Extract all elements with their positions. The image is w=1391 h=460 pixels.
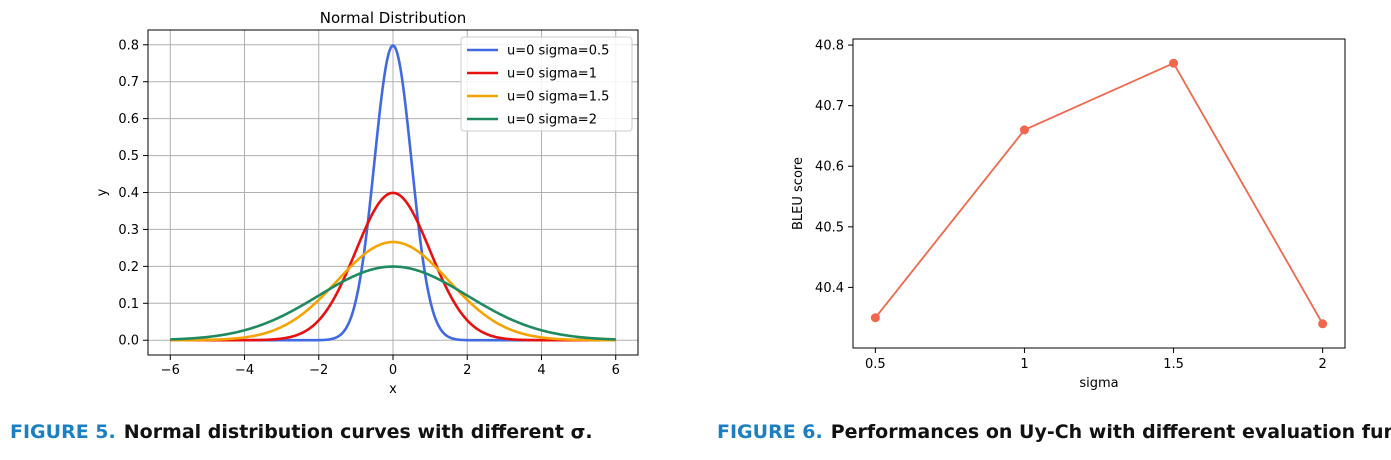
bleu-score-chart: 0.5 1 1.5 2 40.4 40.5 40.6 40.7 40.8 sigma BLEU sc… xyxy=(791,38,1346,391)
data-point xyxy=(870,313,880,323)
chart-title: Normal Distribution xyxy=(320,9,467,27)
y-tick-label: 0.4 xyxy=(118,186,139,201)
y-tick-label: 0.2 xyxy=(118,260,139,275)
series-line-sigma-2 xyxy=(170,265,616,341)
x-tick-label: −6 xyxy=(161,363,180,378)
x-tick-label: 0.5 xyxy=(865,357,886,372)
y-tick-label: 0.8 xyxy=(118,38,139,53)
x-tick-label: 2 xyxy=(1318,357,1326,372)
plot-frame xyxy=(852,38,1346,349)
data-point xyxy=(1169,58,1179,68)
series-line-sigma-1.5 xyxy=(170,240,616,342)
y-tick-label: 40.8 xyxy=(815,39,844,54)
figure-6-text: Performances on Uy-Ch with different eva… xyxy=(830,421,1391,443)
y-tick-label: 0.0 xyxy=(118,334,139,349)
x-tick-label: 2 xyxy=(463,363,471,378)
x-tick-label: 6 xyxy=(612,363,620,378)
x-tick-label: −2 xyxy=(309,363,328,378)
y-tick-label: 0.3 xyxy=(118,223,139,238)
bleu-series-line xyxy=(874,62,1324,325)
normal-distribution-chart: −6 −4 −2 0 2 4 6 0.0 0.1 0.2 0.3 0.4 0.5 0.6 0.7 0.8 Nor… xyxy=(95,9,639,397)
legend-box xyxy=(460,36,633,132)
figure-5-text: Normal distribution curves with differen… xyxy=(123,421,593,443)
data-point xyxy=(1019,125,1029,135)
series-line-sigma-1 xyxy=(170,191,616,342)
y-tick-label: 40.5 xyxy=(815,220,844,235)
x-axis-label: sigma xyxy=(1079,376,1118,391)
legend-label: u=0 sigma=1.5 xyxy=(507,90,609,105)
x-tick-label: −4 xyxy=(235,363,254,378)
y-tick-label: 40.7 xyxy=(815,99,844,114)
figure-5-caption: FIGURE 5. Normal distribution curves with… xyxy=(10,421,593,443)
data-point xyxy=(1318,319,1328,329)
x-tick-label: 4 xyxy=(537,363,545,378)
y-tick-label: 40.6 xyxy=(815,160,844,175)
y-tick-label: 40.4 xyxy=(815,281,844,296)
plot-frame xyxy=(147,29,639,356)
figure-canvas: −6 −4 −2 0 2 4 6 0.0 0.1 0.2 0.3 0.4 0.5 0.6 0.7 0.8 Nor… xyxy=(95,9,1346,397)
x-axis-label: x xyxy=(389,382,397,397)
figure-6-label: FIGURE 6. xyxy=(717,421,823,443)
y-tick-label: 0.6 xyxy=(118,112,139,127)
figure-5-label: FIGURE 5. xyxy=(10,421,116,443)
y-axis-label: BLEU score xyxy=(791,157,806,230)
x-tick-label: 0 xyxy=(389,363,397,378)
y-tick-label: 0.5 xyxy=(118,149,139,164)
x-tick-label: 1.5 xyxy=(1163,357,1184,372)
figure-6-caption: FIGURE 6. Performances on Uy-Ch with diff… xyxy=(717,421,1391,443)
y-tick-label: 0.7 xyxy=(118,75,139,90)
x-tick-label: 1 xyxy=(1020,357,1028,372)
legend-label: u=0 sigma=2 xyxy=(507,113,597,128)
legend-label: u=0 sigma=1 xyxy=(507,67,597,82)
legend-label: u=0 sigma=0.5 xyxy=(507,44,609,59)
y-tick-label: 0.1 xyxy=(118,297,139,312)
y-axis-label: y xyxy=(95,188,110,196)
